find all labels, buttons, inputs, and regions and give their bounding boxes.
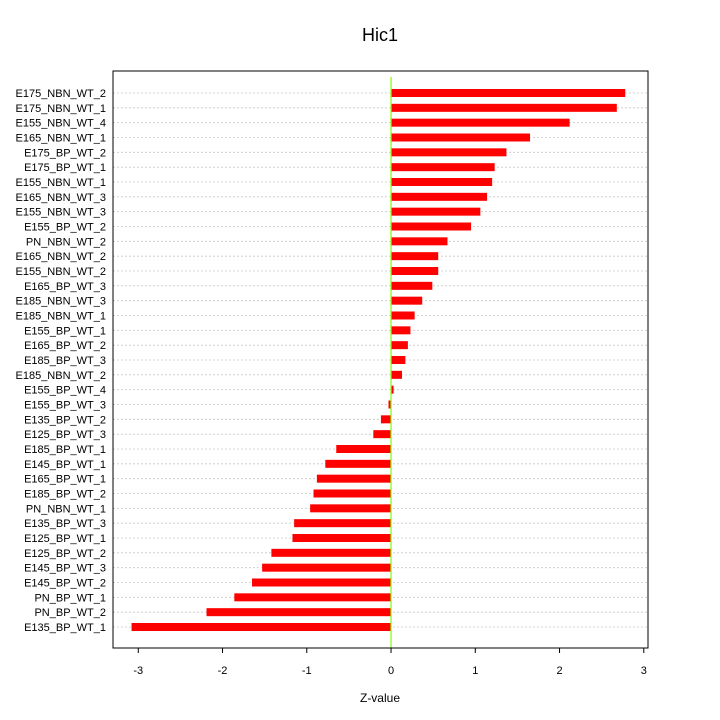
bar [391, 370, 402, 379]
y-tick-label: PN_BP_WT_2 [34, 607, 106, 619]
bar-layer [131, 89, 626, 631]
bar [206, 608, 392, 617]
bar [391, 103, 617, 112]
bar [271, 548, 392, 557]
bar [252, 578, 392, 587]
y-tick-label: E185_NBN_WT_3 [16, 296, 107, 308]
chart-title: Hic1 [362, 25, 398, 45]
bar [391, 192, 488, 201]
y-tick-label: E145_BP_WT_2 [24, 578, 106, 590]
y-tick-label: E175_NBN_WT_1 [16, 103, 107, 115]
y-tick-label: E185_BP_WT_3 [24, 355, 106, 367]
bar [391, 148, 507, 157]
bar [391, 89, 626, 97]
y-tick-label: PN_BP_WT_1 [34, 592, 106, 604]
y-tick-label: E175_NBN_WT_2 [16, 88, 107, 100]
bar [131, 623, 392, 631]
bar [391, 163, 495, 172]
y-tick-label: E175_BP_WT_2 [24, 147, 106, 159]
y-tick-label: E135_BP_WT_3 [24, 518, 106, 530]
x-tick-label: 1 [472, 665, 478, 677]
bar [391, 252, 439, 261]
bar [391, 311, 415, 320]
x-tick-label: -3 [133, 665, 143, 677]
bar [391, 326, 411, 335]
y-tick-label: E165_NBN_WT_2 [16, 251, 107, 263]
y-tick-label: E155_NBN_WT_2 [16, 266, 107, 278]
bar [391, 237, 448, 246]
bar [388, 400, 392, 409]
y-tick-label: E145_BP_WT_3 [24, 563, 106, 575]
bar [313, 489, 392, 498]
y-tick-label: E155_NBN_WT_3 [16, 207, 107, 219]
bar [391, 356, 406, 364]
y-tick-label: E155_NBN_WT_4 [16, 118, 107, 130]
y-tick-label: E145_BP_WT_1 [24, 459, 106, 471]
grid-layer [113, 92, 648, 628]
bar [391, 281, 433, 290]
y-tick-label: E125_BP_WT_1 [24, 533, 106, 545]
y-tick-label: E185_BP_WT_1 [24, 444, 106, 456]
bar [310, 504, 392, 513]
y-tick-label: E155_BP_WT_1 [24, 325, 106, 337]
x-axis: -3 -2 -1 0 1 2 3 [133, 648, 647, 677]
bar [292, 534, 392, 542]
y-tick-label: E185_NBN_WT_2 [16, 370, 107, 382]
bar [336, 445, 392, 453]
x-tick-label: -1 [302, 665, 312, 677]
x-tick-label: -2 [218, 665, 228, 677]
bar [373, 430, 392, 439]
bar [391, 385, 394, 394]
bar [391, 133, 531, 142]
y-tick-label: E185_BP_WT_2 [24, 489, 106, 501]
bar [316, 474, 392, 483]
y-tick-label: E165_NBN_WT_3 [16, 192, 107, 204]
y-tick-label: E165_BP_WT_3 [24, 281, 106, 293]
bar [325, 459, 392, 468]
y-tick-label: E155_BP_WT_2 [24, 222, 106, 234]
x-tick-label: 2 [556, 665, 562, 677]
y-tick-label: E155_NBN_WT_1 [16, 177, 107, 189]
y-tick-label: PN_NBN_WT_1 [26, 503, 106, 515]
y-tick-label: E135_BP_WT_1 [24, 622, 106, 634]
y-tick-label: E135_BP_WT_2 [24, 414, 106, 426]
y-tick-label: E165_BP_WT_2 [24, 340, 106, 352]
bar [391, 296, 423, 305]
y-tick-label: E125_BP_WT_3 [24, 429, 106, 441]
bar [294, 519, 392, 528]
y-tick-label: E125_BP_WT_2 [24, 548, 106, 560]
bar [391, 267, 439, 275]
y-tick-label: E175_BP_WT_1 [24, 162, 106, 174]
y-tick-label: E165_BP_WT_1 [24, 474, 106, 486]
y-axis-labels: E175_NBN_WT_2 E175_NBN_WT_1 E155_NBN_WT_4 E… [16, 88, 107, 634]
y-tick-label: E165_NBN_WT_1 [16, 133, 107, 145]
bar [391, 178, 493, 186]
bar [391, 118, 570, 127]
bar [391, 341, 408, 350]
y-tick-label: E185_NBN_WT_1 [16, 311, 107, 323]
plot-frame [112, 70, 649, 649]
y-tick-label: PN_NBN_WT_2 [26, 236, 106, 248]
bar [391, 207, 481, 216]
x-tick-label: 3 [641, 665, 647, 677]
bar [234, 593, 392, 602]
y-tick-label: E155_BP_WT_4 [24, 385, 106, 397]
y-tick-label: E155_BP_WT_3 [24, 400, 106, 412]
x-axis-label: Z-value [360, 691, 400, 705]
bar [380, 415, 392, 424]
bar [391, 222, 472, 231]
x-tick-label: 0 [388, 665, 394, 677]
bar [262, 563, 392, 572]
